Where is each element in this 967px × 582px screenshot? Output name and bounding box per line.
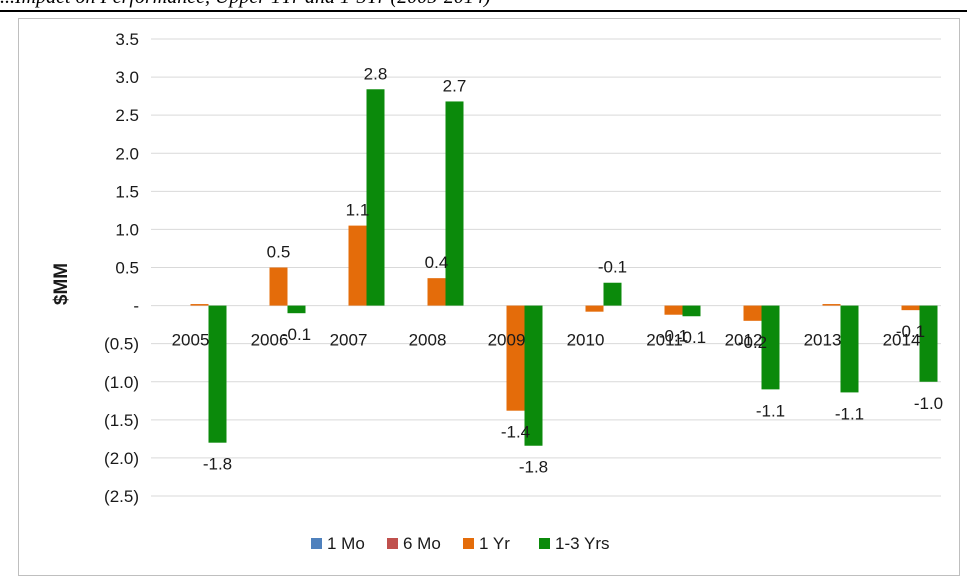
data-label: -1.4 (501, 423, 530, 442)
bar-1-3-yrs-2012 (761, 305, 780, 390)
y-tick-label: 1.5 (115, 182, 139, 201)
legend-label: 1 Mo (327, 534, 365, 553)
data-label: -1.1 (756, 401, 785, 420)
bar-1-yr-2008 (427, 278, 446, 306)
gridlines (151, 38, 941, 497)
bar-1-3-yrs-2008 (445, 101, 464, 306)
x-tick-label: 2006 (251, 331, 289, 350)
bars (190, 89, 938, 446)
data-label: -1.8 (203, 455, 232, 474)
x-tick-label: 2010 (567, 331, 605, 350)
data-label: -1.0 (914, 394, 943, 413)
legend-label: 6 Mo (403, 534, 441, 553)
y-tick-label: (2.0) (104, 449, 139, 468)
data-label: -0.1 (598, 258, 627, 277)
bar-1-3-yrs-2007 (366, 89, 385, 306)
x-tick-label: 2012 (725, 331, 763, 350)
bar-1-3-yrs-2013 (840, 305, 859, 393)
legend-label: 1-3 Yrs (555, 534, 610, 553)
bar-1-3-yrs-2006 (287, 305, 306, 314)
legend-label: 1 Yr (479, 534, 510, 553)
data-label: -0.1 (659, 327, 688, 346)
bar-1-yr-2005 (190, 304, 209, 306)
bar-1-3-yrs-2005 (208, 305, 227, 443)
bar-1-yr-2014 (901, 305, 920, 311)
y-tick-label: (0.5) (104, 335, 139, 354)
y-tick-labels: 3.5 3.0 2.5 2.0 1.5 1.0 0.5 - (0.5) (1.0) (1.5) (2.… (104, 30, 139, 506)
figure-caption: ...Impact on Performance, Upper 1Yr and … (0, 0, 967, 9)
data-label: -0.1 (896, 322, 925, 341)
data-label: 2.8 (364, 64, 388, 83)
data-label: 2.7 (443, 76, 467, 95)
x-tick-labels: 2005 2006 2007 2008 2009 2010 2011 2012 2013 2014 (172, 331, 921, 350)
x-tick-label: 2005 (172, 331, 210, 350)
y-tick-label: - (133, 297, 139, 316)
y-tick-label: (1.0) (104, 373, 139, 392)
y-tick-label: 2.5 (115, 106, 139, 125)
legend-swatch (311, 538, 322, 549)
bar-1-3-yrs-2011 (682, 305, 701, 317)
bar-chart: 3.5 3.0 2.5 2.0 1.5 1.0 0.5 - (0.5) (1.0) (1.5) (2.… (51, 30, 943, 553)
y-tick-label: (1.5) (104, 411, 139, 430)
legend-swatch (463, 538, 474, 549)
data-label: -0.2 (738, 333, 767, 352)
bar-1-yr-2013 (822, 304, 841, 306)
caption-rule (0, 10, 967, 12)
data-label: 0.4 (425, 253, 449, 272)
y-tick-label: 1.0 (115, 220, 139, 239)
legend: 1 Mo 6 Mo 1 Yr 1-3 Yrs (311, 534, 610, 553)
x-tick-label: 2008 (409, 331, 447, 350)
y-tick-label: 0.5 (115, 259, 139, 278)
x-tick-label: 2013 (804, 331, 842, 350)
bar-1-yr-2006 (269, 267, 288, 306)
bar-1-yr-2011 (664, 305, 683, 315)
bar-1-3-yrs-2010 (603, 282, 622, 306)
chart-frame: 3.5 3.0 2.5 2.0 1.5 1.0 0.5 - (0.5) (1.0) (1.5) (2.… (18, 18, 960, 576)
x-tick-label: 2011 (646, 331, 683, 350)
bar-1-yr-2007 (348, 225, 367, 306)
bar-1-yr-2012 (743, 305, 762, 321)
legend-swatch (387, 538, 398, 549)
y-axis-label: $MM (51, 263, 72, 305)
bar-1-yr-2010 (585, 305, 604, 312)
data-label: 0.5 (267, 243, 291, 262)
legend-swatch (539, 538, 550, 549)
data-label: -1.1 (835, 404, 864, 423)
y-tick-label: 3.5 (115, 30, 139, 49)
x-tick-label: 2014 (883, 331, 921, 350)
y-tick-label: 3.0 (115, 68, 139, 87)
data-label: -1.8 (519, 458, 548, 477)
data-labels: 0.5 1.1 0.4 -1.4 -0.1 -0.2 -0.1 -1.8 -0.1 2.8 2.7 -… (203, 64, 943, 476)
bar-1-3-yrs-2014 (919, 305, 938, 382)
x-tick-label: 2009 (488, 331, 526, 350)
x-tick-label: 2007 (330, 331, 368, 350)
data-label: -0.1 (677, 328, 706, 347)
bar-1-3-yrs-2009 (524, 305, 543, 446)
data-label: -0.1 (282, 325, 311, 344)
bar-1-yr-2009 (506, 305, 525, 411)
data-label: 1.1 (346, 201, 370, 220)
y-tick-label: 2.0 (115, 144, 139, 163)
y-tick-label: (2.5) (104, 487, 139, 506)
